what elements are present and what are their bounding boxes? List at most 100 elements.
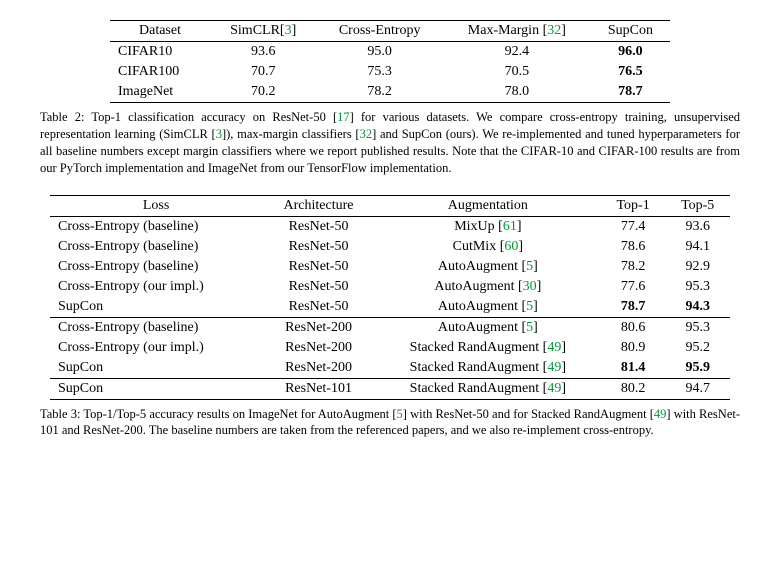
t1-h-dataset: Dataset [110,21,210,42]
t1-h-supcon: SupCon [591,21,670,42]
t2-aug: MixUp [61] [375,216,601,237]
t1-h-simclr-text: SimCLR [230,23,280,38]
t2-aug-text: Stacked RandAugment [410,381,543,396]
t2-top5: 95.3 [665,317,730,338]
t2-top1: 80.6 [601,317,666,338]
bracket-close: ] [561,360,566,375]
t2-loss: Cross-Entropy (baseline) [50,237,262,257]
t2-aug: AutoAugment [5] [375,317,601,338]
t1-r1-mm: 70.5 [443,62,591,82]
t1-r2-simclr: 70.2 [210,82,316,103]
t2-loss: SupCon [50,297,262,318]
t2-loss: Cross-Entropy (baseline) [50,216,262,237]
t2-arch: ResNet-50 [262,216,375,237]
t2-arch: ResNet-200 [262,358,375,379]
t1-r2-mm: 78.0 [443,82,591,103]
t1-r2-ce: 78.2 [316,82,443,103]
t2-top1: 80.2 [601,378,666,399]
cap2-pre: Table 3: Top-1/Top-5 accuracy results on… [40,407,397,421]
cap2-c2: 49 [654,407,667,421]
t2-aug: CutMix [60] [375,237,601,257]
t1-r0-name: CIFAR10 [110,42,210,63]
t2-aug-text: AutoAugment [434,279,518,294]
t2-top1: 77.6 [601,277,666,297]
table-1-header: Dataset SimCLR[3] Cross-Entropy Max-Marg… [110,21,670,42]
t2-top1: 81.4 [601,358,666,379]
t2-arch: ResNet-200 [262,317,375,338]
t1-r0-mm: 92.4 [443,42,591,63]
table-row: Cross-Entropy (baseline)ResNet-50CutMix … [50,237,730,257]
t1-r1-simclr: 70.7 [210,62,316,82]
table-row: Cross-Entropy (our impl.)ResNet-50AutoAu… [50,277,730,297]
t2-top5: 92.9 [665,257,730,277]
table-row: SupConResNet-101Stacked RandAugment [49]… [50,378,730,399]
citation: 30 [523,279,537,294]
t2-loss: Cross-Entropy (our impl.) [50,338,262,358]
caption-table-2: Table 2: Top-1 classification accuracy o… [40,109,740,177]
t1-h-mm: Max-Margin [32] [443,21,591,42]
cap1-pre: Table 2: Top-1 classification accuracy o… [40,110,337,124]
t2-h-loss: Loss [50,195,262,216]
table-row: Cross-Entropy (baseline)ResNet-200AutoAu… [50,317,730,338]
t1-h-mm-brc: ] [561,23,566,38]
table-row: Cross-Entropy (baseline)ResNet-50AutoAug… [50,257,730,277]
t2-loss: SupCon [50,378,262,399]
bracket-close: ] [533,320,538,335]
cap2-mid1: ] with ResNet-50 and for Stacked RandAug… [403,407,654,421]
t2-loss: Cross-Entropy (baseline) [50,257,262,277]
t2-top1: 80.9 [601,338,666,358]
t2-aug: AutoAugment [5] [375,297,601,318]
t1-r1-supcon: 76.5 [591,62,670,82]
t2-loss: SupCon [50,358,262,379]
cap1-c3: 32 [360,127,373,141]
t1-r1-name: CIFAR100 [110,62,210,82]
table-row: SupConResNet-200Stacked RandAugment [49]… [50,358,730,379]
t2-top5: 93.6 [665,216,730,237]
bracket-close: ] [561,340,566,355]
t2-top1: 78.6 [601,237,666,257]
t2-top5: 94.7 [665,378,730,399]
t1-h-simclr-brc: ] [292,23,297,38]
t2-aug-text: Stacked RandAugment [410,360,543,375]
citation: 49 [547,340,561,355]
table-row: SupConResNet-50AutoAugment [5]78.794.3 [50,297,730,318]
t2-top1: 78.2 [601,257,666,277]
t1-r2-supcon: 78.7 [591,82,670,103]
t2-aug: Stacked RandAugment [49] [375,338,601,358]
t2-aug: Stacked RandAugment [49] [375,358,601,379]
bracket-close: ] [533,259,538,274]
t2-h-top5: Top-5 [665,195,730,216]
table-row: CIFAR10 93.6 95.0 92.4 96.0 [110,42,670,63]
t2-aug: AutoAugment [30] [375,277,601,297]
t1-r2-name: ImageNet [110,82,210,103]
t2-arch: ResNet-50 [262,277,375,297]
t1-r1-ce: 75.3 [316,62,443,82]
t2-arch: ResNet-50 [262,297,375,318]
t2-top5: 95.9 [665,358,730,379]
t2-aug-text: AutoAugment [438,299,522,314]
table-row: Cross-Entropy (baseline)ResNet-50MixUp [… [50,216,730,237]
t1-h-ce: Cross-Entropy [316,21,443,42]
bracket-close: ] [533,299,538,314]
t2-top5: 94.1 [665,237,730,257]
t1-r0-simclr: 93.6 [210,42,316,63]
t2-aug-text: Stacked RandAugment [410,340,543,355]
bracket-close: ] [537,279,542,294]
t2-loss: Cross-Entropy (our impl.) [50,277,262,297]
t2-h-top1: Top-1 [601,195,666,216]
t1-h-simclr-cite: 3 [285,23,292,38]
citation: 61 [503,219,517,234]
t2-aug: Stacked RandAugment [49] [375,378,601,399]
t2-aug-text: AutoAugment [438,259,522,274]
t2-top5: 95.3 [665,277,730,297]
t2-arch: ResNet-50 [262,257,375,277]
t2-arch: ResNet-200 [262,338,375,358]
t2-top5: 94.3 [665,297,730,318]
t2-arch: ResNet-101 [262,378,375,399]
bracket-close: ] [561,381,566,396]
citation: 49 [547,360,561,375]
t2-top5: 95.2 [665,338,730,358]
table-row: CIFAR100 70.7 75.3 70.5 76.5 [110,62,670,82]
bracket-close: ] [517,219,522,234]
t2-aug: AutoAugment [5] [375,257,601,277]
